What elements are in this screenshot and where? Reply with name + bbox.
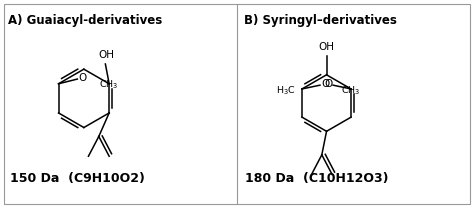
Text: OH: OH [319,42,335,52]
FancyBboxPatch shape [4,4,470,204]
Text: OH: OH [99,50,115,60]
Text: O: O [324,79,332,89]
Text: B) Syringyl–derivatives: B) Syringyl–derivatives [244,14,397,27]
Text: O: O [78,73,87,83]
Text: CH$_3$: CH$_3$ [99,78,118,91]
Text: H$_3$C: H$_3$C [276,85,295,97]
Text: O: O [321,79,329,89]
Text: A) Guaiacyl-derivatives: A) Guaiacyl-derivatives [9,14,163,27]
Text: 180 Da  (C10H12O3): 180 Da (C10H12O3) [246,172,389,185]
Text: 150 Da  (C9H10O2): 150 Da (C9H10O2) [10,172,145,185]
Text: CH$_3$: CH$_3$ [341,85,360,97]
